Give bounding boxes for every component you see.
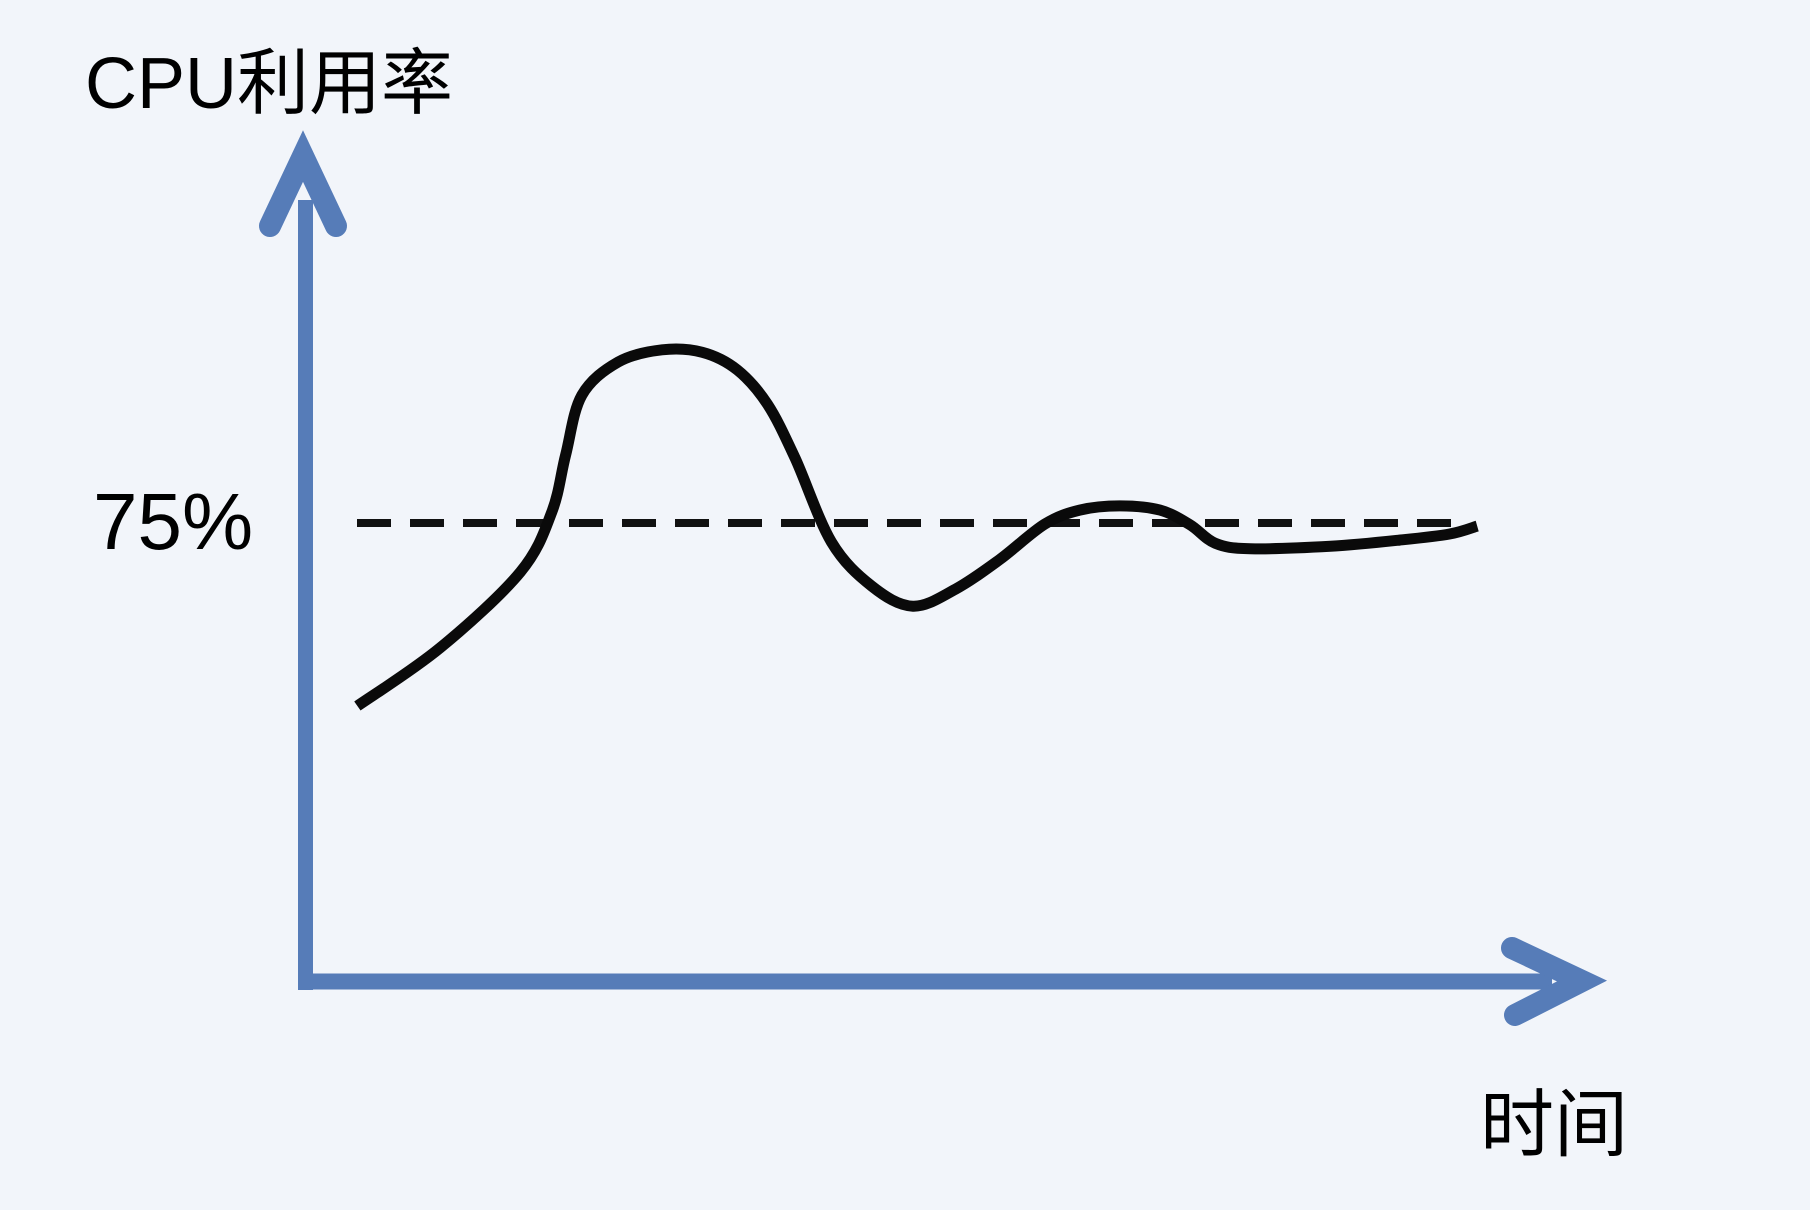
y-axis-arrowhead-icon [259,130,347,237]
threshold-label: 75% [93,477,253,566]
chart-title: CPU利用率 [85,44,453,124]
cpu-utilization-curve [354,343,1479,711]
x-axis-arrowhead-icon [1501,937,1608,1026]
x-axis-label: 时间 [1480,1083,1628,1166]
